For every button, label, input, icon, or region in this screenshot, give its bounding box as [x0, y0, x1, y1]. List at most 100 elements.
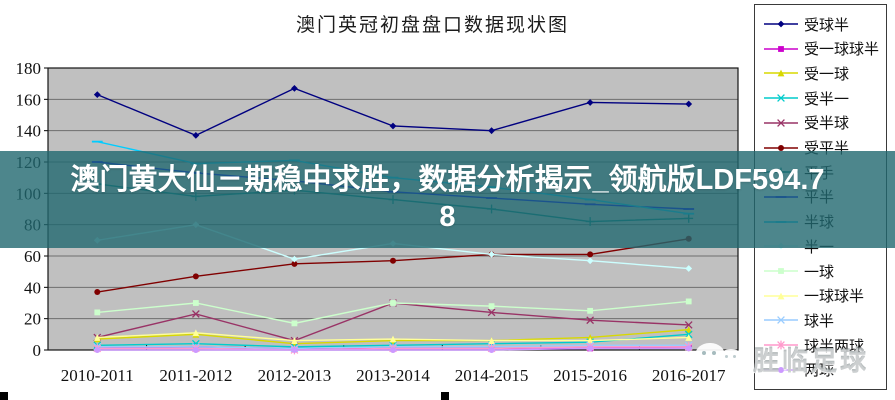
data-point-marker	[192, 131, 200, 139]
data-point-marker	[587, 307, 594, 314]
legend-item-label: 受半一	[804, 91, 850, 108]
data-point-marker	[94, 289, 101, 296]
chart-title: 澳门英冠初盘盘口数据现状图	[295, 15, 569, 36]
data-point-marker	[778, 45, 784, 52]
x-axis-label: 2016-2017	[652, 366, 726, 385]
x-axis-label: 2010-2011	[61, 366, 134, 385]
legend-marker	[764, 70, 798, 77]
legend-marker	[764, 94, 798, 102]
data-point-marker	[685, 345, 692, 352]
watermark-label: 胜临足球	[753, 346, 870, 376]
legend-item-label: 受球半	[804, 17, 850, 34]
data-point-marker	[291, 320, 298, 327]
selection-handle-bottom-left[interactable]	[0, 392, 8, 400]
data-point-marker	[488, 347, 495, 353]
y-axis-label: 40	[24, 278, 41, 297]
data-point-marker	[291, 347, 298, 353]
y-axis-label: 20	[24, 310, 41, 329]
data-point-marker	[778, 366, 784, 373]
selection-handle-bottom-center[interactable]	[441, 392, 449, 400]
x-axis-label: 2013-2014	[356, 366, 430, 385]
data-point-marker	[390, 300, 396, 306]
data-point-marker	[192, 347, 199, 353]
data-point-marker	[191, 310, 200, 318]
data-point-marker	[777, 118, 785, 127]
data-point-marker	[778, 268, 784, 274]
legend-item-label: 一球球半	[804, 289, 865, 306]
overlay-banner: 澳门黄大仙三期稳中求胜，数据分析揭示_领航版LDF594.7 8	[0, 151, 895, 248]
data-point-marker	[192, 300, 199, 306]
legend-item: 受一球	[763, 61, 884, 85]
banner-text-line1: 澳门黄大仙三期稳中求胜，数据分析揭示_领航版LDF594.7	[70, 164, 825, 196]
data-point-marker	[587, 251, 594, 258]
data-point-marker	[488, 251, 495, 258]
data-point-marker	[777, 292, 785, 300]
data-point-marker	[94, 347, 101, 353]
legend-item-label: 受一球球半	[804, 42, 880, 59]
data-point-marker	[777, 316, 785, 325]
legend-item: 受球半	[763, 12, 884, 36]
chat-smiley-icon	[695, 342, 747, 377]
x-axis-label: 2012-2013	[258, 366, 332, 385]
legend-item-label: 受一球	[804, 66, 850, 83]
series-0	[93, 84, 693, 139]
legend-marker	[764, 316, 798, 325]
data-point-marker	[586, 337, 594, 344]
data-point-marker	[94, 309, 101, 316]
data-point-marker	[586, 257, 594, 265]
legend-item-label: 球半两球	[804, 338, 865, 355]
data-point-marker	[192, 329, 200, 337]
data-point-marker	[488, 127, 495, 135]
x-axis-label: 2011-2012	[159, 366, 232, 385]
legend-marker	[764, 20, 798, 28]
data-point-marker	[389, 335, 397, 343]
watermark: 胜临足球	[695, 341, 869, 378]
legend-item-label: 一球	[804, 264, 835, 281]
legend-marker	[764, 45, 798, 52]
legend-item: 一球	[763, 259, 884, 283]
y-axis-label: 0	[33, 341, 42, 360]
legend-item-label: 受半球	[804, 116, 850, 133]
legend-item: 球半两球	[763, 333, 884, 357]
x-axis-label: 2015-2016	[553, 366, 627, 385]
series-10	[94, 298, 692, 327]
data-point-marker	[777, 70, 785, 77]
legend-marker	[764, 340, 798, 350]
x-axis-label: 2014-2015	[455, 366, 529, 385]
legend-marker	[764, 144, 798, 151]
data-point-marker	[291, 255, 298, 263]
data-point-marker	[685, 334, 693, 341]
data-point-marker	[777, 94, 785, 102]
data-point-marker	[389, 122, 397, 130]
legend-item: 一球球半	[763, 284, 884, 308]
y-axis-label: 140	[16, 122, 42, 141]
data-point-marker	[586, 316, 595, 325]
data-point-marker	[685, 100, 693, 108]
banner-text-line2: 8	[439, 201, 456, 233]
legend-item: 受半一	[763, 86, 884, 110]
legend-marker	[764, 292, 798, 300]
data-point-marker	[291, 84, 298, 92]
data-point-marker	[685, 298, 692, 305]
series-11	[93, 329, 693, 344]
data-point-marker	[778, 144, 784, 151]
data-point-marker	[488, 337, 495, 344]
legend-marker	[764, 268, 798, 274]
data-point-marker	[684, 321, 693, 329]
data-point-marker	[390, 257, 396, 264]
data-point-marker	[488, 303, 495, 310]
data-point-marker	[192, 273, 199, 280]
legend-item-label: 两球	[804, 363, 835, 380]
legend-item: 两球	[763, 358, 884, 382]
data-point-marker	[586, 99, 594, 106]
data-point-marker	[587, 345, 594, 352]
data-point-marker	[93, 334, 101, 341]
data-point-marker	[685, 265, 693, 272]
data-point-marker	[291, 260, 298, 267]
data-point-marker	[390, 347, 396, 353]
y-axis-label: 160	[16, 90, 42, 109]
legend-item: 受半球	[763, 111, 884, 135]
series-14	[94, 345, 692, 353]
legend-marker	[764, 366, 798, 373]
